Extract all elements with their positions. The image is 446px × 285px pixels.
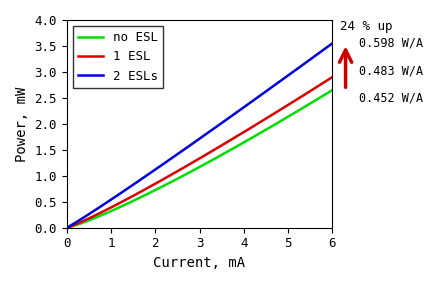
2 ESLs bbox=[305, 60, 310, 63]
X-axis label: Current, mA: Current, mA bbox=[153, 256, 246, 270]
2 ESLs bbox=[227, 116, 232, 119]
1 ESL bbox=[65, 226, 70, 229]
2 ESLs bbox=[288, 72, 293, 75]
no ESL bbox=[221, 152, 227, 155]
no ESL bbox=[227, 149, 232, 152]
no ESL bbox=[288, 113, 293, 117]
Line: no ESL: no ESL bbox=[67, 90, 332, 228]
no ESL bbox=[65, 226, 70, 229]
Line: 1 ESL: 1 ESL bbox=[67, 77, 332, 228]
Legend: no ESL, 1 ESL, 2 ESLs: no ESL, 1 ESL, 2 ESLs bbox=[73, 26, 163, 88]
1 ESL bbox=[288, 102, 293, 105]
Text: 0.452 W/A: 0.452 W/A bbox=[359, 92, 423, 105]
2 ESLs bbox=[221, 120, 227, 123]
2 ESLs bbox=[64, 226, 70, 229]
1 ESL bbox=[227, 139, 232, 142]
Line: 2 ESLs: 2 ESLs bbox=[67, 43, 332, 228]
no ESL bbox=[64, 226, 70, 229]
1 ESL bbox=[221, 142, 227, 146]
2 ESLs bbox=[222, 119, 227, 123]
no ESL bbox=[305, 103, 310, 107]
1 ESL bbox=[330, 76, 335, 79]
1 ESL bbox=[305, 91, 310, 95]
Text: 0.483 W/A: 0.483 W/A bbox=[359, 64, 423, 78]
no ESL bbox=[330, 88, 335, 92]
no ESL bbox=[222, 151, 227, 155]
Text: 0.598 W/A: 0.598 W/A bbox=[359, 37, 423, 50]
1 ESL bbox=[64, 226, 70, 229]
2 ESLs bbox=[65, 225, 70, 229]
Y-axis label: Power, mW: Power, mW bbox=[15, 86, 29, 162]
2 ESLs bbox=[330, 42, 335, 45]
Text: 24 % up: 24 % up bbox=[340, 20, 393, 33]
1 ESL bbox=[222, 142, 227, 145]
